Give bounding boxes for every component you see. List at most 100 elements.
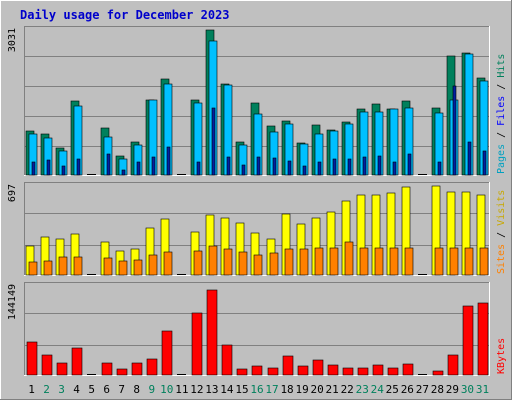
zero-bar-day-27 xyxy=(418,174,427,175)
zero-bar-day-5 xyxy=(87,174,96,175)
x-tick-label-day-16: 16 xyxy=(250,383,263,396)
zero-bar-day-11 xyxy=(177,174,186,175)
zero-bar-day-5 xyxy=(87,274,96,275)
kbytes-bar-day-21 xyxy=(327,364,339,376)
kbytes-bar-day-18 xyxy=(282,355,294,376)
x-tick-label-day-6: 6 xyxy=(103,383,110,396)
pages-bar-day-9 xyxy=(151,156,156,176)
x-tick-label-day-28: 28 xyxy=(431,383,444,396)
kbytes-bar-day-16 xyxy=(251,365,263,376)
sites-bar-day-19 xyxy=(299,248,309,276)
sites-bar-day-17 xyxy=(269,252,279,276)
kbytes-bar-day-23 xyxy=(357,367,369,376)
pages-bar-day-20 xyxy=(317,161,322,176)
pages-bar-day-7 xyxy=(121,169,126,176)
x-tick-label-day-26: 26 xyxy=(401,383,414,396)
x-tick-label-day-4: 4 xyxy=(73,383,80,396)
legend-separator: / xyxy=(496,78,507,96)
kbytes-bar-day-29 xyxy=(447,354,459,376)
pages-bar-day-18 xyxy=(287,160,292,176)
zero-bar-day-27 xyxy=(418,374,427,375)
sites-bar-day-12 xyxy=(193,250,203,276)
sites-bar-day-6 xyxy=(103,257,113,276)
panels-layer xyxy=(24,26,490,376)
kbytes-bar-day-1 xyxy=(26,341,38,376)
x-tick-label-day-29: 29 xyxy=(446,383,459,396)
x-tick-label-day-19: 19 xyxy=(295,383,308,396)
x-tick-label-day-14: 14 xyxy=(220,383,234,396)
kbytes-bar-day-2 xyxy=(41,354,53,376)
kbytes-bar-day-31 xyxy=(477,302,489,376)
x-tick-label-day-8: 8 xyxy=(133,383,140,396)
zero-bar-day-27 xyxy=(418,274,427,275)
pages-bar-day-21 xyxy=(332,158,337,176)
x-tick-label-day-12: 12 xyxy=(190,383,203,396)
pages-bar-day-19 xyxy=(302,165,307,176)
pages-bar-day-8 xyxy=(136,161,141,176)
sites-bar-day-1 xyxy=(28,261,38,276)
x-tick-label-day-2: 2 xyxy=(43,383,50,396)
sites-bar-day-3 xyxy=(58,256,68,276)
pages-bar-day-22 xyxy=(347,158,352,176)
x-tick-label-day-3: 3 xyxy=(58,383,65,396)
x-tick-label-day-17: 17 xyxy=(265,383,278,396)
sites-bar-day-22 xyxy=(344,241,354,276)
kbytes-bar-day-15 xyxy=(236,368,248,376)
kbytes-bar-day-12 xyxy=(191,312,203,376)
sites-bar-day-9 xyxy=(148,254,158,276)
pages-bar-day-12 xyxy=(196,161,201,176)
sites-bar-day-16 xyxy=(253,254,263,276)
kbytes-bar-day-9 xyxy=(146,358,158,376)
x-tick-label-day-20: 20 xyxy=(311,383,324,396)
kbytes-bar-day-8 xyxy=(131,362,143,376)
x-tick-label-day-5: 5 xyxy=(88,383,95,396)
x-tick-label-day-13: 13 xyxy=(205,383,218,396)
x-tick-label-day-25: 25 xyxy=(386,383,399,396)
x-tick-label-day-15: 15 xyxy=(235,383,248,396)
sites-bar-day-25 xyxy=(389,247,399,276)
pages-bar-day-2 xyxy=(46,159,51,176)
x-tick-label-day-24: 24 xyxy=(371,383,385,396)
sites-bar-day-14 xyxy=(223,248,233,276)
legend-label-files: Files xyxy=(496,96,507,126)
bars-layer xyxy=(25,29,489,376)
x-tick-label-day-7: 7 xyxy=(118,383,125,396)
pages-bar-day-17 xyxy=(272,157,277,176)
sites-bar-day-30 xyxy=(464,247,474,276)
x-tick-label-day-1: 1 xyxy=(28,383,35,396)
zero-bar-day-5 xyxy=(87,374,96,375)
kbytes-bar-day-19 xyxy=(297,365,309,376)
legend-label-sites: Sites xyxy=(496,244,507,274)
kbytes-bar-day-26 xyxy=(402,363,414,376)
pages-bar-day-30 xyxy=(467,141,472,176)
chart-title: Daily usage for December 2023 xyxy=(20,8,230,22)
sites-bar-day-26 xyxy=(404,247,414,276)
x-tick-label-day-21: 21 xyxy=(326,383,339,396)
legend-label-kbytes: KBytes xyxy=(496,338,507,374)
pages-bar-day-29 xyxy=(452,85,457,176)
zero-bar-day-11 xyxy=(177,274,186,275)
x-tick-label-day-18: 18 xyxy=(280,383,293,396)
kbytes-bar-day-28 xyxy=(432,370,444,376)
x-tick-label-day-9: 9 xyxy=(148,383,155,396)
pages-bar-day-15 xyxy=(241,164,246,176)
kbytes-bar-day-4 xyxy=(71,347,83,376)
kbytes-panel-legend: KBytes xyxy=(496,338,507,374)
pages-bar-day-6 xyxy=(106,153,111,176)
pages-bar-day-10 xyxy=(166,146,171,176)
kbytes-bar-day-10 xyxy=(161,330,173,376)
pages-bar-day-26 xyxy=(407,153,412,176)
zero-bar-day-11 xyxy=(177,374,186,375)
legend-label-visits: Visits xyxy=(496,190,507,226)
hits-files-pages-panel-ymax-label: 3031 xyxy=(7,28,18,52)
sites-bar-day-18 xyxy=(284,248,294,276)
kbytes-bar-day-7 xyxy=(116,368,128,376)
pages-bar-day-1 xyxy=(31,161,36,176)
sites-bar-day-20 xyxy=(314,247,324,276)
pages-bar-day-24 xyxy=(377,155,382,176)
sites-bar-day-24 xyxy=(374,247,384,276)
sites-bar-day-7 xyxy=(118,260,128,276)
pages-bar-day-28 xyxy=(437,161,442,176)
